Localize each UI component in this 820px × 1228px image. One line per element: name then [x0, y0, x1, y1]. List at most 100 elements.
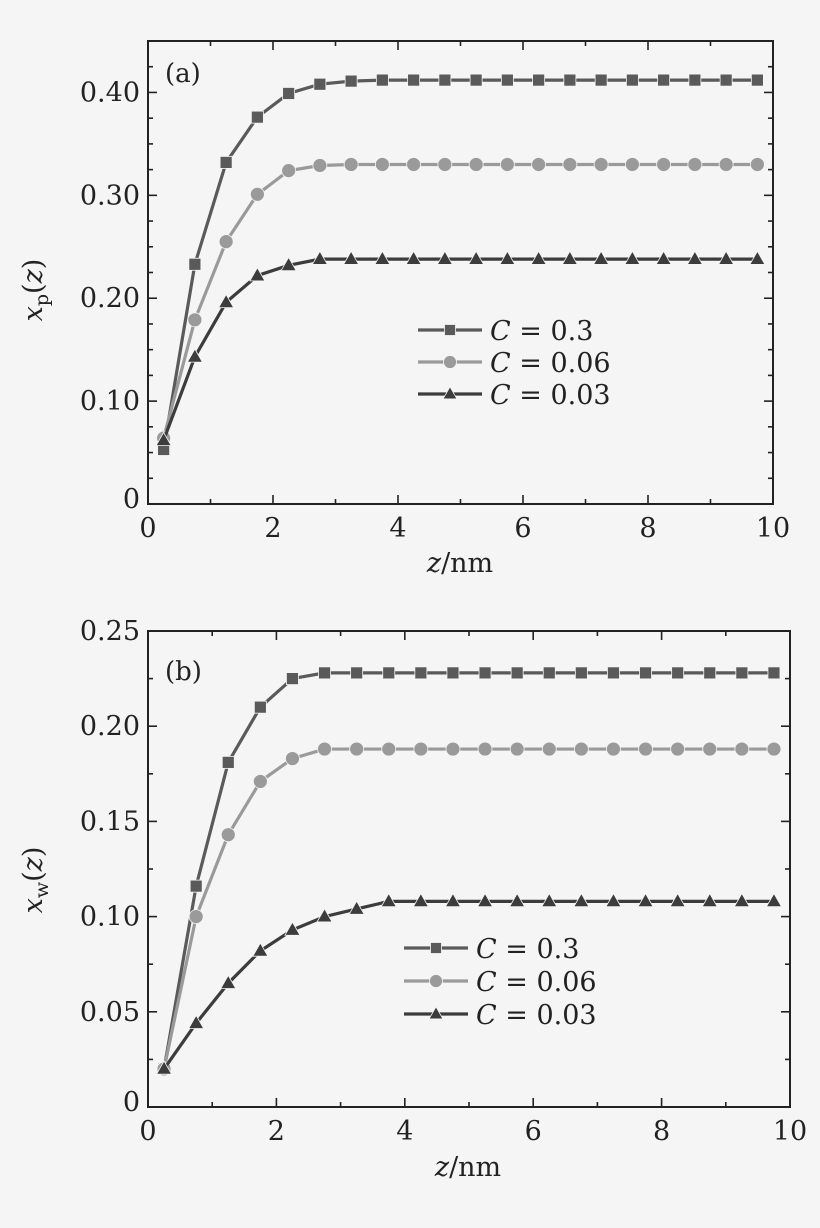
data-point-square-marker — [188, 257, 202, 271]
data-point-square-marker — [286, 672, 299, 685]
legend-label: C = 0.03 — [490, 380, 611, 411]
y-axis-label: xp(z) — [18, 259, 53, 322]
series-line — [162, 257, 758, 441]
data-point-circle-marker — [624, 157, 640, 172]
data-point-square-marker — [532, 73, 546, 87]
x-tick-label: 0 — [139, 513, 156, 544]
data-point-circle-marker — [702, 741, 718, 757]
data-point-triangle-marker — [476, 892, 494, 908]
chart-panel-a: 0 2 4 6 8 10 0 0.10 0.20 0.30 0.40 (a) z/nm xp(z) C = … — [18, 40, 790, 579]
series-line — [162, 671, 774, 1070]
data-point-circle-marker — [593, 157, 609, 172]
x-tick-label: 8 — [653, 1116, 670, 1147]
data-point-circle-marker — [749, 157, 765, 172]
data-point-circle-marker — [734, 741, 750, 757]
plot-frame — [147, 40, 774, 505]
y-tick-label: 0 — [123, 1087, 140, 1118]
series-square — [157, 666, 781, 1076]
data-point-triangle-marker — [686, 250, 704, 265]
data-point-square-marker — [510, 666, 524, 680]
data-point-triangle-marker — [592, 250, 610, 265]
y-tick-label: 0.20 — [80, 283, 140, 314]
data-point-circle-marker — [573, 741, 589, 757]
data-point-triangle-marker — [342, 250, 360, 265]
data-point-circle-marker — [406, 157, 422, 172]
data-point-circle-marker — [188, 909, 204, 924]
y-tick-label: 0.05 — [80, 997, 140, 1028]
x-axis-label: z/nm — [426, 548, 493, 579]
data-point-circle-marker — [343, 157, 359, 172]
y-tick-label: 0.10 — [80, 386, 140, 417]
legend-item: C = 0.03 — [404, 1000, 597, 1031]
data-point-triangle-marker — [252, 942, 269, 957]
data-point-circle-marker — [437, 157, 453, 172]
panel-label: (b) — [165, 657, 202, 687]
data-point-square-marker — [542, 666, 556, 680]
x-tick-label: 8 — [639, 513, 656, 544]
legend-item: C = 0.3 — [418, 316, 593, 347]
data-point-circle-marker — [312, 158, 328, 173]
data-point-triangle-marker — [280, 256, 297, 271]
data-point-square-marker — [703, 666, 717, 680]
data-point-square-marker — [469, 73, 483, 87]
data-point-square-marker — [189, 879, 203, 893]
data-point-circle-marker — [638, 741, 653, 757]
data-point-circle-marker — [220, 827, 236, 843]
y-tick-label: 0.40 — [80, 77, 140, 108]
data-point-circle-marker — [252, 774, 268, 789]
data-point-circle-marker — [381, 741, 397, 757]
data-point-triangle-marker — [249, 266, 266, 282]
series-triangle — [155, 250, 766, 446]
x-tick-label: 0 — [139, 1116, 156, 1147]
data-point-triangle-marker — [508, 892, 526, 908]
data-point-triangle-marker — [311, 250, 329, 265]
legend-label: C = 0.3 — [476, 934, 579, 965]
x-tick-label: 10 — [756, 513, 790, 544]
legend-item: C = 0.3 — [404, 934, 579, 965]
data-point-triangle-marker — [187, 1014, 205, 1029]
legend-square-marker — [430, 942, 442, 954]
legend-item: C = 0.06 — [418, 348, 611, 379]
x-tick-label: 2 — [268, 1116, 285, 1147]
data-point-triangle-marker — [186, 348, 204, 363]
data-point-square-marker — [574, 666, 588, 680]
data-point-triangle-marker — [155, 1060, 173, 1075]
y-tick-label: 0.15 — [80, 806, 140, 837]
data-point-square-marker — [313, 77, 327, 91]
data-point-square-marker — [250, 110, 264, 124]
data-point-triangle-marker — [765, 892, 783, 908]
data-point-square-marker — [607, 666, 620, 680]
x-tick-label: 4 — [389, 513, 406, 544]
y-tick-label: 0 — [123, 484, 140, 515]
legend-label: C = 0.3 — [490, 316, 593, 347]
series-triangle — [155, 892, 783, 1075]
data-point-circle-marker — [218, 234, 234, 250]
data-point-circle-marker — [374, 157, 390, 172]
data-point-circle-marker — [531, 157, 547, 172]
data-point-triangle-marker — [412, 892, 430, 908]
data-point-square-marker — [594, 73, 608, 87]
data-point-square-marker — [639, 666, 652, 680]
data-point-triangle-marker — [637, 892, 654, 908]
y-tick-label: 0.10 — [80, 902, 140, 933]
legend-item: C = 0.06 — [404, 967, 597, 998]
data-point-circle-marker — [670, 741, 686, 757]
data-point-circle-marker — [281, 163, 297, 179]
panel-label: (a) — [165, 59, 201, 89]
data-point-triangle-marker — [573, 892, 590, 908]
legend-square-marker — [444, 324, 456, 336]
data-point-square-marker — [407, 73, 421, 87]
data-point-square-marker — [478, 666, 492, 680]
legend-label: C = 0.03 — [476, 1000, 597, 1031]
data-point-square-marker — [382, 666, 396, 680]
data-point-triangle-marker — [467, 250, 485, 265]
data-point-circle-marker — [656, 157, 672, 172]
data-point-square-marker — [735, 666, 749, 680]
series-line — [162, 162, 758, 439]
data-point-square-marker — [750, 73, 764, 87]
data-point-square-marker — [344, 74, 358, 88]
data-point-circle-marker — [718, 157, 734, 172]
legend: C = 0.3C = 0.06C = 0.03 — [404, 934, 597, 1031]
data-point-triangle-marker — [217, 293, 235, 309]
